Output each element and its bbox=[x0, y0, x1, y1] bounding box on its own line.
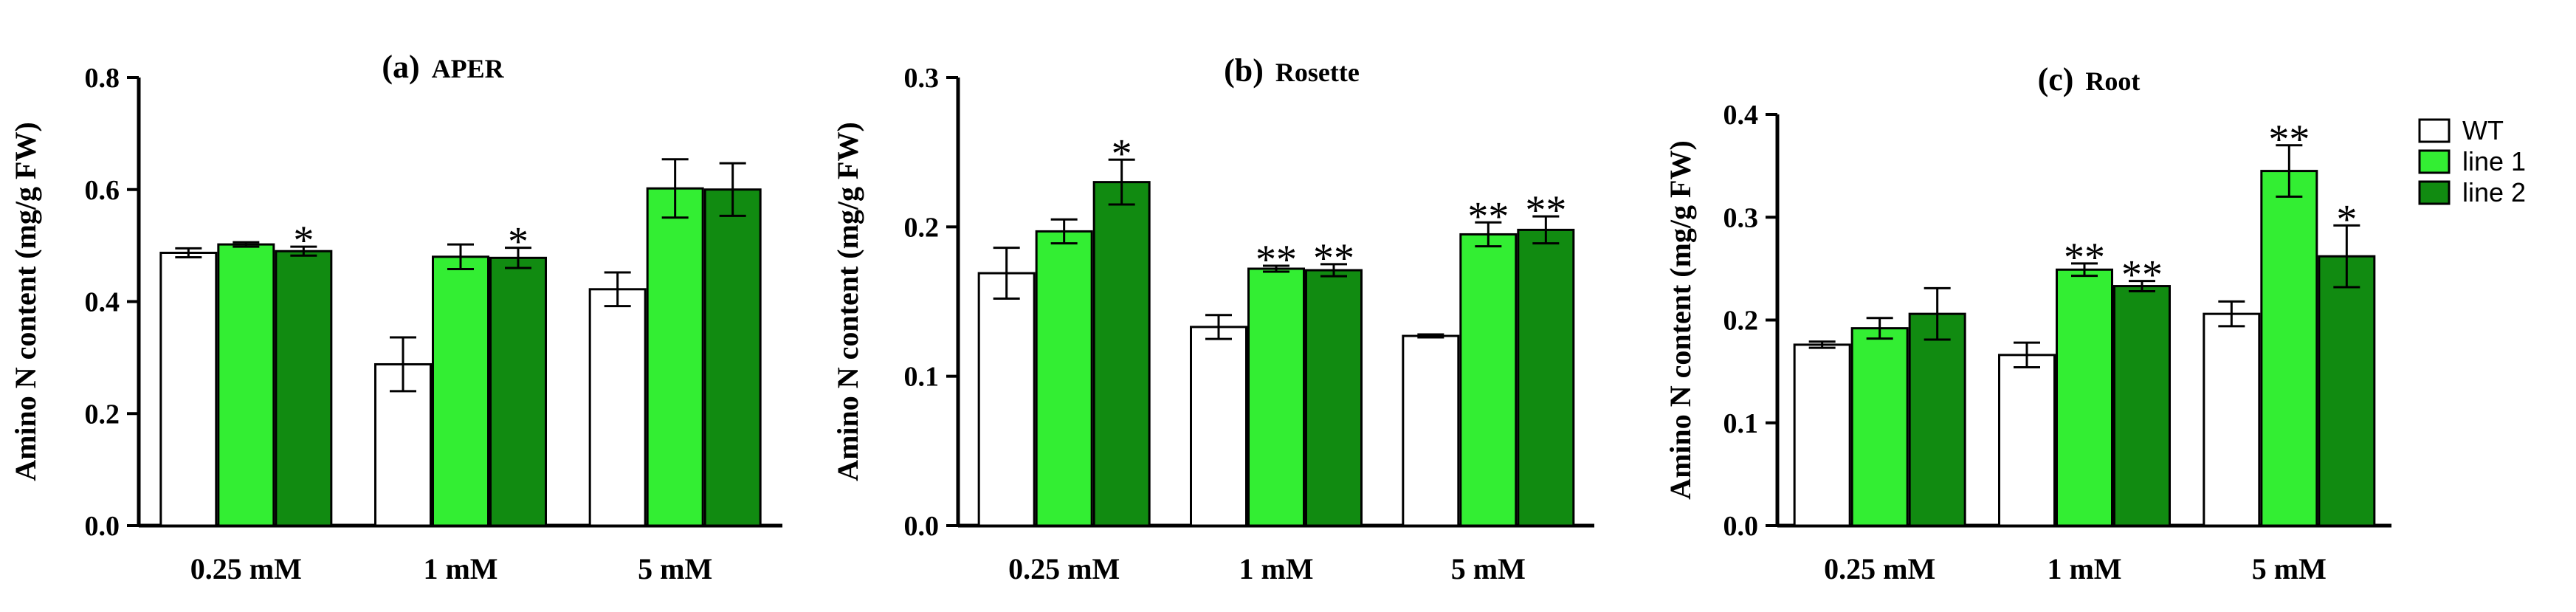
significance-marker: ** bbox=[2064, 235, 2105, 281]
bar-wt bbox=[977, 272, 1036, 527]
bar-line-2 bbox=[489, 256, 547, 527]
chart-title: (c) Root bbox=[2038, 61, 2141, 97]
bar-wt bbox=[159, 251, 218, 527]
y-axis-label: Amino N content (mg/g FW) bbox=[1664, 140, 1697, 500]
legend-swatch-wt bbox=[2418, 118, 2451, 143]
bar-wt bbox=[2203, 312, 2261, 527]
bar-wt bbox=[374, 362, 432, 527]
y-tick-label: 0.6 bbox=[85, 175, 120, 206]
legend-label: WT bbox=[2462, 115, 2504, 145]
chart-panel-letter: (c) bbox=[2038, 61, 2074, 97]
x-tick-label: 0.25 mM bbox=[1824, 552, 1935, 585]
x-tick-label: 0.25 mM bbox=[190, 552, 302, 585]
bar-wt bbox=[1402, 334, 1460, 527]
legend-swatch-line-1 bbox=[2418, 149, 2451, 174]
significance-marker: * bbox=[1112, 131, 1132, 176]
chart-panel-1: 0.0 0.2 0.4 0.6 0.8 Amino N content (mg/g FW)… bbox=[9, 49, 782, 585]
y-tick-label: 0.2 bbox=[1723, 306, 1759, 337]
significance-marker: ** bbox=[1467, 193, 1509, 239]
y-axis-label: Amino N content (mg/g FW) bbox=[9, 122, 42, 481]
chart-title-text: Rosette bbox=[1275, 58, 1360, 87]
bar-wt bbox=[1998, 354, 2056, 527]
y-tick-label: 0.1 bbox=[1723, 408, 1759, 439]
bar-line-1 bbox=[1459, 233, 1518, 527]
bar-wt bbox=[1793, 343, 1851, 527]
y-tick-label: 0.0 bbox=[904, 511, 940, 542]
bar-line-2 bbox=[275, 250, 333, 527]
significance-marker: * bbox=[2336, 196, 2357, 242]
x-tick-label: 5 mM bbox=[1451, 552, 1526, 585]
legend-label: line 2 bbox=[2462, 177, 2526, 207]
y-tick-label: 0.2 bbox=[904, 212, 940, 243]
bar-line-1 bbox=[2056, 268, 2113, 527]
bar-line-2 bbox=[2113, 285, 2171, 527]
chart-panel-letter: (b) bbox=[1224, 52, 1264, 89]
significance-marker: ** bbox=[1256, 237, 1297, 283]
x-tick-label: 1 mM bbox=[423, 552, 497, 585]
significance-marker: ** bbox=[2268, 117, 2310, 162]
legend-label: line 1 bbox=[2462, 146, 2526, 176]
significance-marker: * bbox=[293, 218, 314, 264]
y-tick-label: 0.0 bbox=[85, 511, 120, 542]
y-tick-label: 0.2 bbox=[85, 399, 120, 430]
x-tick-label: 1 mM bbox=[2047, 552, 2121, 585]
bar-line-1 bbox=[1247, 267, 1305, 527]
chart-title: (a) APER bbox=[382, 49, 504, 85]
y-tick-label: 0.4 bbox=[1723, 100, 1759, 131]
chart-panel-3: 0.0 0.1 0.2 0.3 0.4 Amino N content (mg/g FW)… bbox=[1664, 61, 2526, 585]
x-tick-label: 5 mM bbox=[2252, 552, 2327, 585]
chart-title: (b) Rosette bbox=[1224, 52, 1360, 89]
bar-line-2 bbox=[703, 188, 762, 527]
y-tick-label: 0.8 bbox=[85, 63, 120, 94]
y-tick-label: 0.1 bbox=[904, 362, 940, 393]
bar-line-2 bbox=[1908, 312, 1966, 527]
y-axis-label: Amino N content (mg/g FW) bbox=[831, 122, 864, 481]
x-tick-label: 1 mM bbox=[1239, 552, 1313, 585]
significance-marker: ** bbox=[2121, 252, 2163, 298]
x-tick-label: 0.25 mM bbox=[1008, 552, 1120, 585]
bar-wt bbox=[588, 288, 647, 527]
bar-line-2 bbox=[1092, 181, 1151, 527]
chart-title-text: APER bbox=[432, 54, 505, 83]
bar-line-1 bbox=[2260, 170, 2318, 527]
y-tick-label: 0.3 bbox=[904, 63, 940, 94]
bar-line-1 bbox=[217, 243, 275, 527]
bar-line-1 bbox=[1035, 230, 1093, 527]
bar-line-1 bbox=[1850, 327, 1909, 527]
chart-panel-2: 0.0 0.1 0.2 0.3 Amino N content (mg/g FW) (b)… bbox=[831, 52, 1594, 585]
bar-wt bbox=[1190, 326, 1247, 527]
y-tick-label: 0.0 bbox=[1723, 511, 1759, 542]
bar-line-2 bbox=[2318, 255, 2376, 527]
legend-swatch-line-2 bbox=[2418, 180, 2451, 205]
chart-panel-letter: (a) bbox=[382, 49, 419, 85]
bar-line-2 bbox=[1305, 269, 1363, 527]
bar-line-1 bbox=[646, 187, 704, 527]
y-tick-label: 0.3 bbox=[1723, 202, 1759, 233]
significance-marker: ** bbox=[1313, 235, 1354, 281]
y-tick-label: 0.4 bbox=[85, 287, 120, 318]
significance-marker: * bbox=[508, 219, 528, 265]
x-tick-label: 5 mM bbox=[638, 552, 712, 585]
bar-line-2 bbox=[1517, 228, 1575, 527]
bar-line-1 bbox=[432, 255, 489, 527]
significance-marker: ** bbox=[1525, 188, 1566, 233]
chart-title-text: Root bbox=[2085, 66, 2140, 96]
